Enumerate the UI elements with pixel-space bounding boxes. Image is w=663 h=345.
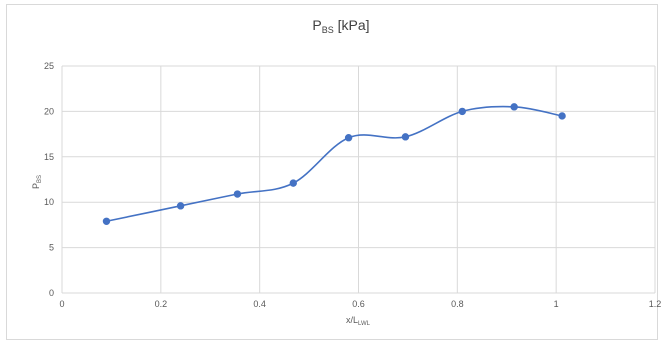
x-tick-labels: 0 0.2 0.4 0.6 0.8 1 1.2 [59,299,661,309]
data-point[interactable] [289,179,297,187]
chart-title: PBS [kPa] [312,17,369,35]
x-tick-label: 0.4 [253,299,266,309]
y-tick-labels: 0 5 10 15 20 25 [44,61,54,298]
x-tick-label: 0.2 [155,299,168,309]
x-tick-label: 0.6 [352,299,365,309]
y-axis-title-sub: BS [37,175,43,183]
x-axis-title: x/LLWL [346,315,371,327]
series [102,103,566,225]
data-point[interactable] [176,202,185,210]
gridlines [61,65,656,294]
data-point[interactable] [401,133,410,141]
x-axis-title-main: x/L [346,315,358,325]
y-tick-label: 20 [44,106,54,116]
data-point[interactable] [233,190,242,198]
y-tick-label: 0 [49,288,54,298]
chart-area [6,4,658,340]
y-tick-label: 25 [44,61,54,71]
x-tick-label: 1 [554,299,559,309]
y-axis-title-main: P [31,183,41,189]
data-point[interactable] [458,107,466,116]
chart-title-sub: BS [322,25,334,35]
y-tick-label: 5 [49,243,54,253]
x-tick-label: 0.8 [451,299,464,309]
y-tick-label: 15 [44,152,54,162]
chart-title-suffix: [kPa] [334,17,370,33]
chart-title-main: P [312,17,321,33]
series-line [106,105,563,223]
data-point[interactable] [102,217,111,225]
x-axis-title-sub: LWL [358,321,371,327]
y-tick-label: 10 [44,197,54,207]
x-tick-label: 0 [59,299,64,309]
data-point[interactable] [558,112,566,120]
data-point[interactable] [344,134,353,142]
y-axis-title: PBS [31,175,43,189]
x-tick-label: 1.2 [649,299,662,309]
data-point[interactable] [510,103,518,111]
